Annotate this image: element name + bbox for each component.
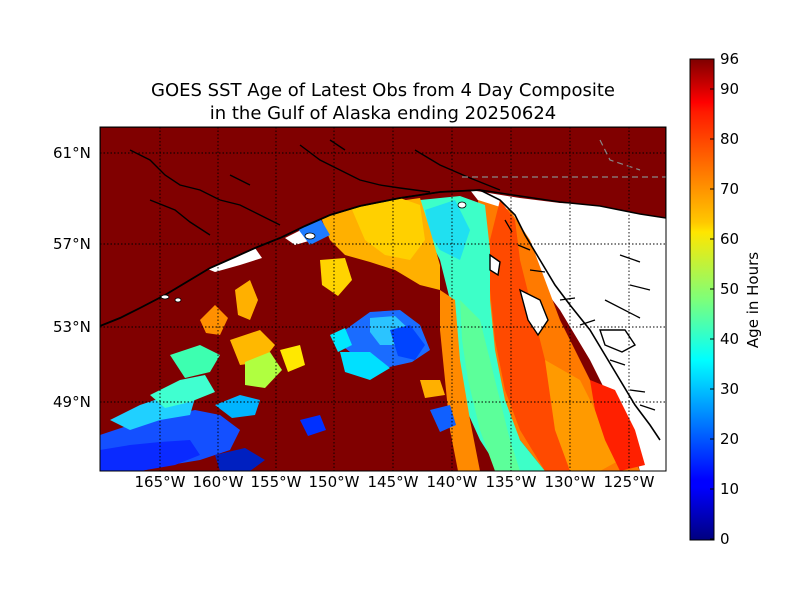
- map-plot-area: [100, 127, 666, 471]
- colorbar-tick-50: 50: [720, 280, 740, 298]
- lon-label-145: 145°W: [367, 473, 419, 491]
- lat-label-53: 53°N: [53, 318, 91, 336]
- colorbar-tick-90: 90: [720, 80, 740, 98]
- lon-label-155: 155°W: [250, 473, 302, 491]
- map-frame: [99, 126, 667, 472]
- lat-label-57: 57°N: [53, 235, 91, 253]
- map-title-line2: in the Gulf of Alaska ending 20250624: [209, 103, 557, 124]
- lon-label-135: 135°W: [485, 473, 537, 491]
- coast-canada: [479, 189, 661, 441]
- graticule: [100, 127, 666, 471]
- colorbar-label: Age in Hours: [744, 251, 762, 349]
- colorbar-tick-10: 10: [720, 480, 740, 498]
- colorbar-tick-0: 0: [720, 530, 730, 548]
- colorbar-tick-96: 96: [720, 50, 740, 68]
- colorbar-tick-marks: [710, 58, 714, 540]
- colorbar-tick-60: 60: [720, 230, 740, 248]
- coast-alaska-peninsula: [100, 189, 481, 327]
- colorbar-tick-40: 40: [720, 330, 740, 348]
- colorbar-tick-70: 70: [720, 180, 740, 198]
- no-data-region-west: [205, 248, 262, 272]
- lat-label-61: 61°N: [53, 144, 91, 162]
- map-title-line1: GOES SST Age of Latest Obs from 4 Day Co…: [151, 80, 615, 101]
- colorbar-tick-20: 20: [720, 430, 740, 448]
- colorbar: [689, 58, 715, 541]
- lat-label-49: 49°N: [53, 393, 91, 411]
- lon-label-165: 165°W: [134, 473, 186, 491]
- colorbar-tick-30: 30: [720, 380, 740, 398]
- border-dashed: [462, 139, 666, 178]
- sst-age-field: [100, 196, 645, 471]
- lon-label-140: 140°W: [426, 473, 478, 491]
- lakes: [160, 201, 467, 303]
- coast-fjords: [504, 219, 656, 411]
- colorbar-tick-80: 80: [720, 130, 740, 148]
- lon-label-130: 130°W: [544, 473, 596, 491]
- coast-islands: [489, 253, 637, 353]
- lon-label-150: 150°W: [308, 473, 360, 491]
- coast-interior-alaska: [129, 139, 501, 236]
- lon-label-125: 125°W: [603, 473, 655, 491]
- lon-label-160: 160°W: [192, 473, 244, 491]
